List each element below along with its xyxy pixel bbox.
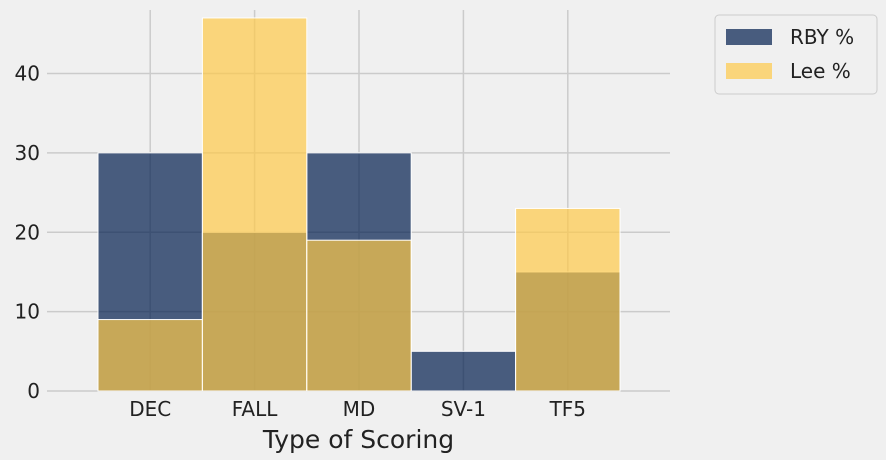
y-axis-ticks: 0 10 20 30 40 xyxy=(15,62,40,404)
x-axis-ticks: DEC FALL MD SV-1 TF5 xyxy=(129,397,586,421)
bar-series-0 xyxy=(410,350,517,392)
bars xyxy=(97,17,621,392)
x-tick-label: DEC xyxy=(129,397,171,421)
x-tick-label: SV-1 xyxy=(441,397,486,421)
bar-series-1 xyxy=(97,319,203,392)
x-tick-label: TF5 xyxy=(549,397,586,421)
y-tick-label: 0 xyxy=(27,379,40,403)
y-tick-label: 40 xyxy=(15,62,40,86)
x-tick-label: MD xyxy=(343,397,376,421)
legend-label: RBY % xyxy=(790,25,854,49)
bar-series-1 xyxy=(201,17,308,392)
x-axis-title: Type of Scoring xyxy=(262,425,454,454)
y-tick-label: 30 xyxy=(15,141,40,165)
bar-series-1 xyxy=(515,207,621,392)
x-tick-label: FALL xyxy=(232,397,278,421)
y-tick-label: 10 xyxy=(15,300,40,324)
legend: RBY % Lee % xyxy=(714,14,878,95)
legend-swatch xyxy=(726,29,772,45)
y-tick-label: 20 xyxy=(15,220,40,244)
legend-label: Lee % xyxy=(790,59,851,83)
legend-swatch xyxy=(726,63,772,79)
bar-series-1 xyxy=(306,239,412,392)
